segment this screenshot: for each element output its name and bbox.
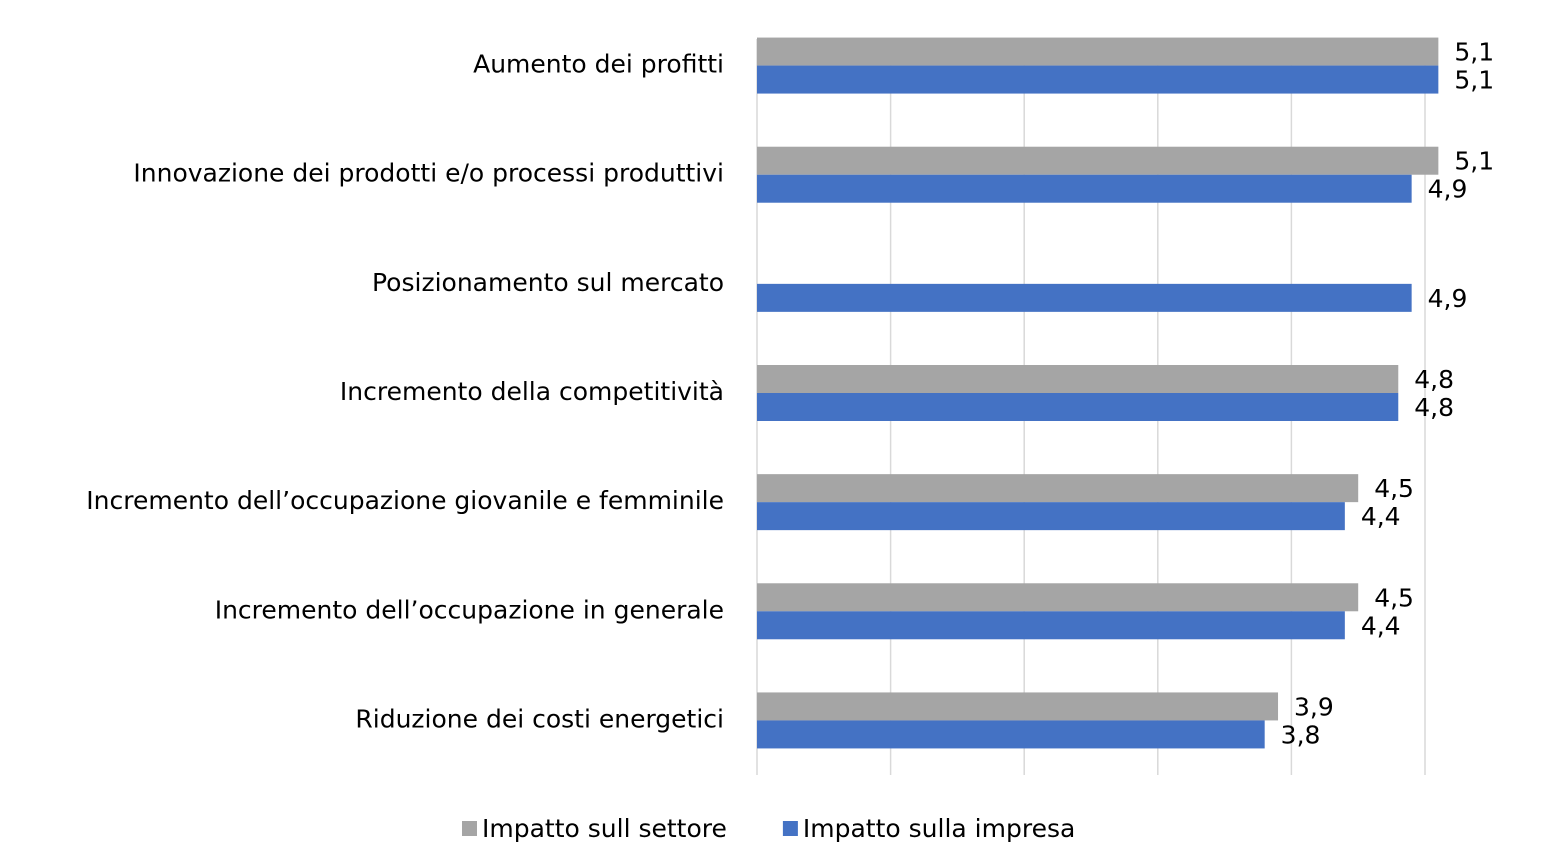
bar — [757, 692, 1279, 721]
data-label: 4,4 — [1361, 502, 1401, 531]
category-label: Innovazione dei prodotti e/o processi pr… — [133, 159, 724, 188]
data-label: 5,1 — [1454, 66, 1494, 95]
data-label: 4,5 — [1374, 474, 1414, 503]
bar — [757, 502, 1345, 531]
category-label: Posizionamento sul mercato — [372, 268, 724, 297]
category-label: Riduzione dei costi energetici — [355, 704, 724, 733]
bar — [757, 474, 1359, 503]
data-label: 4,9 — [1428, 175, 1468, 204]
data-label: 4,5 — [1374, 583, 1414, 612]
legend-label: Impatto sull settore — [482, 814, 727, 842]
category-label: Incremento della competitività — [340, 377, 724, 406]
category-label: Incremento dell’occupazione giovanile e … — [86, 486, 724, 515]
bar — [757, 611, 1345, 640]
bar — [757, 720, 1265, 749]
legend-swatch — [782, 821, 798, 836]
legend-label: Impatto sulla impresa — [803, 814, 1075, 842]
bar — [757, 174, 1412, 203]
bar — [757, 146, 1439, 175]
data-label: 4,8 — [1414, 393, 1454, 422]
bar — [757, 393, 1399, 421]
data-label: 3,9 — [1294, 692, 1334, 721]
data-label: 3,8 — [1281, 720, 1321, 749]
bar — [757, 583, 1359, 612]
bar — [757, 37, 1439, 66]
data-label: 5,1 — [1454, 147, 1494, 176]
category-label: Incremento dell’occupazione in generale — [215, 595, 724, 624]
bar — [757, 65, 1439, 94]
data-label: 4,8 — [1414, 365, 1454, 394]
category-label: Aumento dei profitti — [473, 50, 724, 79]
legend-swatch — [462, 821, 477, 836]
data-label: 4,9 — [1428, 284, 1468, 313]
bar — [757, 283, 1412, 312]
data-label: 5,1 — [1454, 38, 1494, 67]
data-label: 4,4 — [1361, 611, 1401, 640]
bar — [757, 365, 1399, 393]
